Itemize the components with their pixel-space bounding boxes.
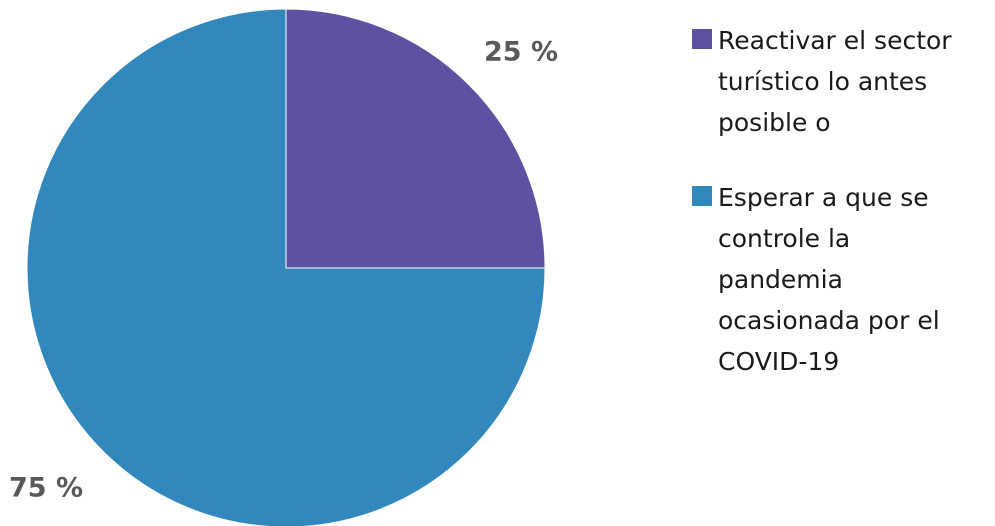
legend-label-esperar: Esperar a que se controle la pandemia oc…	[718, 183, 940, 376]
legend-item-esperar: Esperar a que se controle la pandemia oc…	[692, 177, 992, 382]
data-label-reactivar: 25 %	[484, 37, 558, 68]
slice-reactivar	[285, 8, 546, 269]
legend-swatch-reactivar	[692, 29, 712, 49]
slice-esperar	[26, 8, 546, 526]
legend-swatch-esperar	[692, 186, 712, 206]
legend-label-reactivar: Reactivar el sector turístico lo antes p…	[718, 26, 952, 137]
legend-item-reactivar: Reactivar el sector turístico lo antes p…	[692, 20, 992, 143]
legend: Reactivar el sector turístico lo antes p…	[692, 20, 992, 416]
data-label-esperar: 75 %	[9, 473, 83, 504]
